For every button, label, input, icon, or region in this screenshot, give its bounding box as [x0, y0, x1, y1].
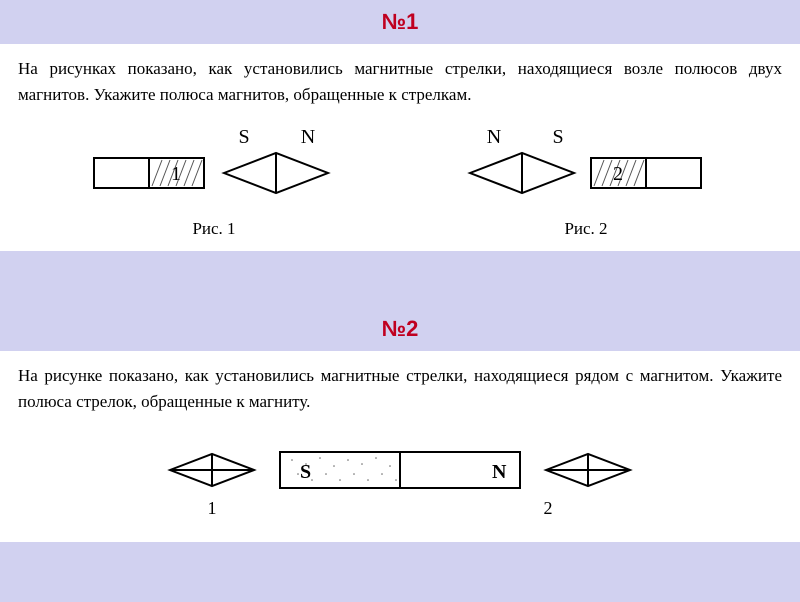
fig3-left-num: 1 — [208, 498, 217, 518]
problem-2-text: На рисунке показано, как установились ма… — [18, 363, 782, 414]
fig1-needle-n-label: N — [301, 126, 315, 148]
problem-2-title: №2 — [382, 316, 419, 342]
problem-2-header: №2 — [0, 307, 800, 351]
fig3-magnet-n: N — [492, 461, 507, 483]
fig2-needle-s-label: S — [552, 126, 563, 148]
fig3-magnet-s: S — [300, 461, 311, 483]
figure-1-caption: Рис. 1 — [192, 219, 235, 239]
figure-3-svg: 1 S N 2 — [150, 430, 650, 530]
figure-2-svg: N S 2 — [456, 123, 716, 213]
problem-2-figure: 1 S N 2 — [18, 414, 782, 534]
figure-1-svg: S N 1 — [84, 123, 344, 213]
figure-2-group: N S 2 Рис. 2 — [456, 123, 716, 239]
problem-1-block: На рисунках показано, как установились м… — [0, 44, 800, 251]
problem-1-figures: S N 1 Рис. 1 — [18, 107, 782, 243]
problem-1-header: №1 — [0, 0, 800, 44]
problem-1-text: На рисунках показано, как установились м… — [18, 56, 782, 107]
figure-2-caption: Рис. 2 — [564, 219, 607, 239]
fig2-magnet-label: 2 — [613, 163, 623, 185]
figure-1-group: S N 1 Рис. 1 — [84, 123, 344, 239]
fig3-right-num: 2 — [544, 498, 553, 518]
spacer-band-1 — [0, 251, 800, 307]
bottom-band — [0, 542, 800, 602]
fig2-needle-n-label: N — [487, 126, 501, 148]
problem-1-title: №1 — [382, 9, 419, 35]
problem-2-block: На рисунке показано, как установились ма… — [0, 351, 800, 542]
fig1-magnet-label: 1 — [171, 163, 181, 185]
fig1-needle-s-label: S — [238, 126, 249, 148]
